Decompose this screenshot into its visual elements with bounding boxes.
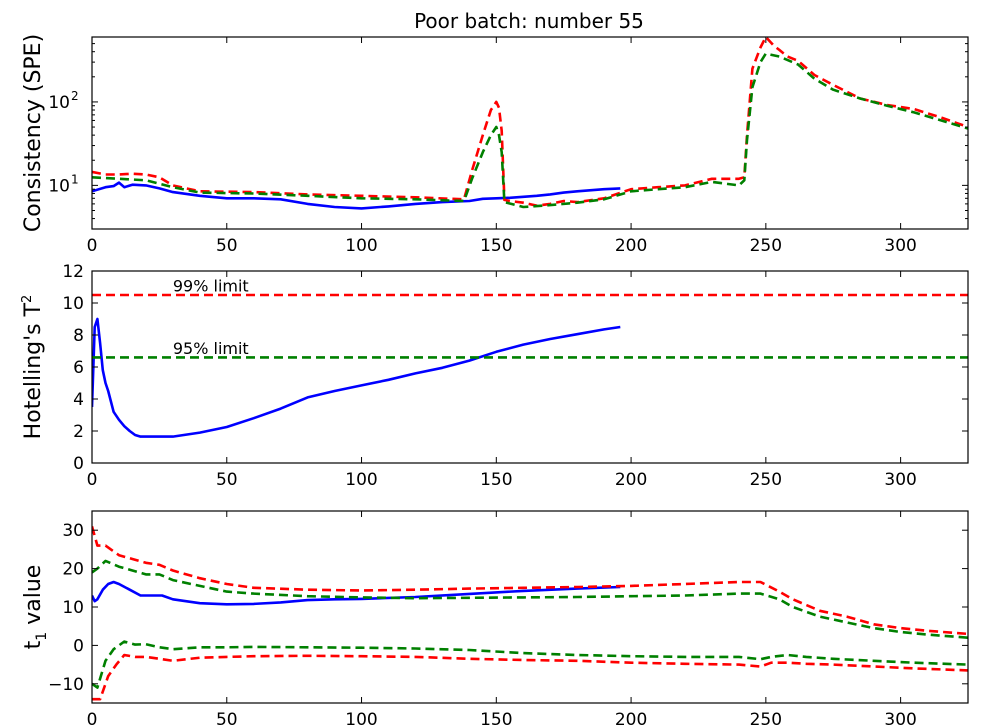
svg-text:1: 1 — [71, 172, 79, 186]
y-tick-label: 10 — [48, 176, 70, 196]
x-tick-label: 0 — [87, 710, 98, 727]
y-axis-label: Hotelling's T2 — [20, 295, 46, 440]
x-tick-label: 150 — [480, 710, 512, 727]
x-tick-label: 0 — [87, 470, 98, 490]
x-tick-label: 250 — [750, 470, 782, 490]
x-tick-label: 150 — [480, 236, 512, 256]
x-tick-label: 50 — [216, 710, 238, 727]
y-tick-label: 2 — [73, 422, 84, 442]
x-tick-label: 300 — [884, 470, 916, 490]
axes-frame — [91, 510, 969, 704]
series-line-1 — [92, 37, 968, 207]
axes-frame — [91, 36, 969, 230]
figure-title: Poor batch: number 55 — [414, 9, 644, 33]
y-tick-label: 12 — [62, 262, 84, 282]
series-line-4 — [92, 653, 968, 701]
x-tick-label: 150 — [480, 470, 512, 490]
y-tick-label: 20 — [62, 560, 84, 580]
x-tick-label: 100 — [345, 236, 377, 256]
x-tick-label: 0 — [87, 236, 98, 256]
series-line-0 — [92, 317, 621, 438]
x-tick-label: 200 — [615, 236, 647, 256]
series-line-2 — [92, 52, 968, 209]
y-tick-label: 4 — [73, 390, 84, 410]
x-tick-label: 100 — [345, 470, 377, 490]
series-line-2 — [92, 559, 968, 639]
series-line-0 — [92, 580, 621, 606]
y-axis-label: Consistency (SPE) — [21, 34, 46, 232]
series-line-3 — [92, 640, 968, 689]
x-tick-label: 300 — [884, 710, 916, 727]
limit-annotation: 99% limit — [173, 276, 249, 295]
series-line-0 — [92, 181, 621, 210]
y-tick-label: 10 — [62, 294, 84, 314]
x-tick-label: 200 — [615, 710, 647, 727]
axes-frame — [91, 270, 969, 464]
svg-text:2: 2 — [71, 89, 79, 103]
hotelling-panel: 0 50 100 150 200 250 300 0 2 4 6 8 10 12 Hotelling's T… — [20, 262, 969, 490]
y-tick-label: 30 — [62, 521, 84, 541]
x-tick-label: 250 — [750, 710, 782, 727]
y-tick-label: 6 — [73, 358, 84, 378]
y-tick-label: 0 — [73, 636, 84, 656]
x-tick-label: 50 — [216, 470, 238, 490]
y-axis-label: t1 value — [21, 565, 50, 650]
y-tick-label: 0 — [73, 454, 84, 474]
y-tick-label: −10 — [48, 675, 84, 695]
y-tick-label: 10 — [48, 93, 70, 113]
y-tick-label: 8 — [73, 326, 84, 346]
y-tick-label: 10 — [62, 598, 84, 618]
x-tick-label: 300 — [884, 236, 916, 256]
series-line-1 — [92, 526, 968, 636]
limit-annotation: 95% limit — [173, 339, 249, 358]
x-tick-label: 100 — [345, 710, 377, 727]
x-tick-label: 200 — [615, 470, 647, 490]
x-tick-label: 50 — [216, 236, 238, 256]
x-tick-label: 250 — [750, 236, 782, 256]
